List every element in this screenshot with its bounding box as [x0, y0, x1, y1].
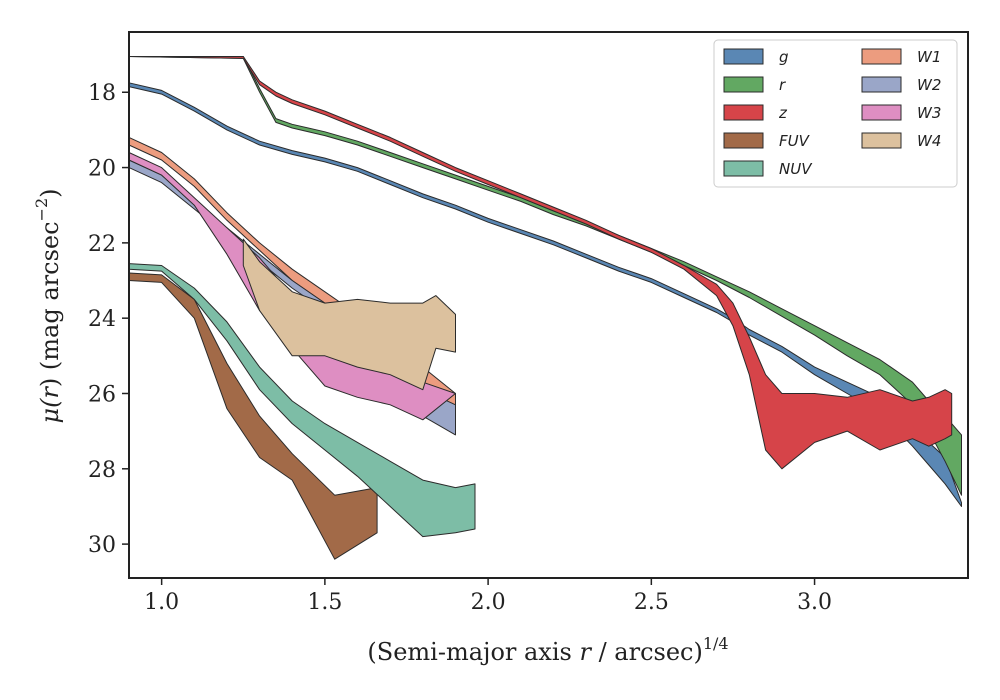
y-tick-label: 24: [88, 307, 116, 332]
legend-label-z: z: [778, 104, 788, 122]
legend-swatch-r: [723, 76, 764, 93]
y-tick-label: 18: [88, 81, 116, 106]
x-tick-label: 2.5: [634, 590, 669, 615]
y-tick-label: 26: [88, 382, 116, 407]
x-tick-label: 1.5: [307, 590, 342, 615]
y-axis-label: μ(r) (mag arcsec−2): [32, 188, 64, 423]
legend-label-g: g: [779, 48, 789, 66]
y-tick-label: 22: [88, 232, 116, 257]
y-tick-label: 20: [88, 157, 116, 182]
x-tick-label: 2.0: [471, 590, 506, 615]
y-tick-label: 30: [88, 533, 116, 558]
legend-label-w4: W4: [917, 132, 941, 150]
band-fuv: [128, 272, 378, 560]
legend-swatch-fuv: [723, 132, 764, 149]
plot-frame: [128, 31, 969, 579]
legend-swatch-z: [723, 104, 764, 121]
legend-label-nuv: NUV: [779, 160, 813, 178]
x-axis-label: (Semi-major axis r / arcsec)1/4: [367, 634, 728, 666]
legend-label-fuv: FUV: [779, 132, 811, 150]
legend-swatch-w4: [861, 132, 902, 149]
x-tick-label: 3.0: [797, 590, 832, 615]
band-z: [128, 56, 953, 470]
legend-label-w3: W3: [917, 104, 941, 122]
legend: grz FUV NUV W1 W2 W3 W4: [713, 39, 958, 188]
band-layer: [128, 56, 962, 560]
legend-swatch-g: [723, 48, 764, 65]
legend-label-r: r: [779, 76, 786, 94]
band-w4: [242, 238, 456, 391]
legend-swatch-nuv: [723, 160, 764, 177]
legend-label-w2: W2: [917, 76, 941, 94]
legend-label-w1: W1: [917, 48, 941, 66]
y-tick-label: 28: [88, 458, 116, 483]
band-r: [128, 56, 962, 496]
legend-swatch-w1: [861, 48, 902, 65]
axes-layer: 1.0 1.5 2.0 2.5 3.0 18 20 22 24 26 28 30: [88, 31, 969, 615]
band-nuv: [128, 263, 476, 538]
legend-swatch-w2: [861, 76, 902, 93]
legend-swatch-w3: [861, 104, 902, 121]
band-g: [128, 82, 962, 507]
x-tick-label: 1.0: [144, 590, 179, 615]
